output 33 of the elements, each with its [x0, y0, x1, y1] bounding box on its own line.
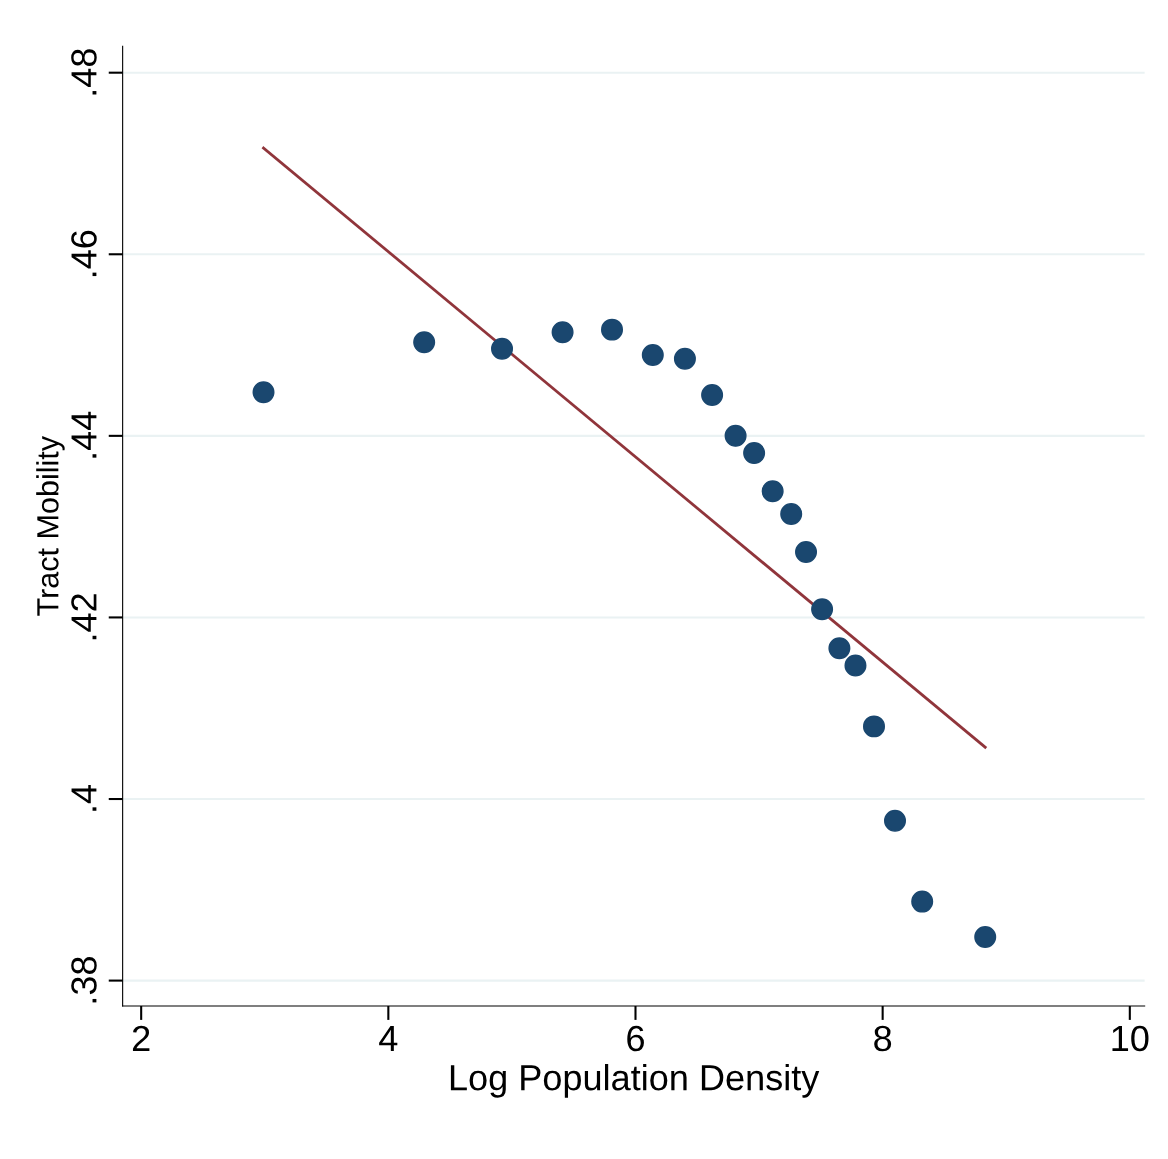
point	[828, 637, 851, 660]
point	[413, 331, 436, 354]
y-tick-label: .48	[71, 49, 97, 95]
y-axis-title: Tract Mobility	[36, 435, 65, 616]
y-tick-label: .4	[71, 785, 97, 811]
point	[761, 480, 784, 503]
y-tick-label: .46	[71, 230, 97, 277]
y-tick-label: .38	[71, 957, 97, 1003]
point	[844, 654, 867, 677]
point	[863, 715, 885, 738]
y-tick-label: .44	[71, 411, 97, 458]
x-tick-label: 8	[874, 1025, 892, 1052]
point	[724, 424, 747, 447]
point	[911, 890, 934, 913]
point	[641, 344, 664, 367]
point	[673, 347, 696, 370]
point	[780, 502, 803, 525]
y-tick-label: .42	[71, 594, 97, 640]
x-tick-label: 10	[1112, 1025, 1149, 1052]
x-tick-label: 4	[379, 1026, 398, 1051]
x-tick-label: 2	[132, 1025, 150, 1051]
point	[795, 541, 818, 564]
x-tick-label: 6	[627, 1025, 644, 1052]
point	[811, 598, 834, 621]
x-axis-title: Log Population Density	[450, 1063, 820, 1098]
point	[551, 321, 574, 344]
point	[601, 318, 624, 341]
point	[884, 809, 907, 832]
point	[491, 337, 514, 360]
point	[974, 926, 997, 949]
point	[743, 442, 766, 465]
point	[701, 383, 724, 406]
point	[252, 381, 275, 404]
